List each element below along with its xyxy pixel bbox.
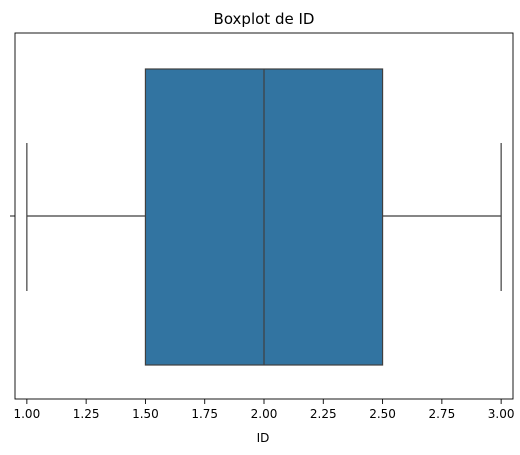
boxplot-series — [26, 68, 502, 366]
x-tick-label: 1.50 — [132, 407, 159, 421]
x-tick-label: 2.50 — [369, 407, 396, 421]
x-axis-ticks: 1.00 1.25 1.50 1.75 2.00 2.25 2.50 2.75 3.00 — [13, 399, 515, 421]
x-tick-label: 2.00 — [251, 407, 278, 421]
x-tick-label: 2.75 — [428, 407, 455, 421]
x-tick-label: 1.75 — [191, 407, 218, 421]
x-tick-label: 3.00 — [488, 407, 515, 421]
x-tick-label: 1.00 — [13, 407, 40, 421]
chart-title: Boxplot de ID — [214, 10, 315, 28]
x-axis-label: ID — [257, 431, 270, 445]
x-tick-label: 1.25 — [73, 407, 100, 421]
x-tick-label: 2.25 — [310, 407, 337, 421]
